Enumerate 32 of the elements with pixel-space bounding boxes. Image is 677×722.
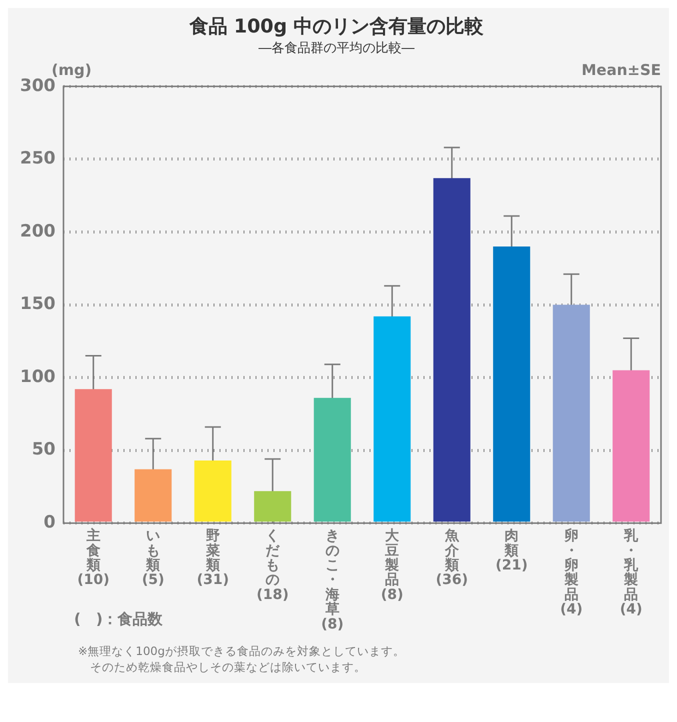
bar <box>194 460 232 522</box>
text: Mean±SE <box>581 60 661 79</box>
y-tick-label: 150 <box>20 294 56 314</box>
text: ※無理なく100gが摂取できる食品のみを対象としています。 <box>78 643 406 660</box>
x-tick-label: くだもの (18) <box>256 528 289 603</box>
y-tick-label: 200 <box>20 221 56 242</box>
text: ( )：食品数 <box>74 610 163 628</box>
x-tick-label: 乳・乳製品 (4) <box>620 528 642 618</box>
bar <box>254 491 292 522</box>
x-tick-label: いも類 (5) <box>142 528 164 588</box>
x-tick-label: 主食類 (10) <box>77 527 110 588</box>
chart-subtitle: ―各食品群の平均の比較― <box>258 40 414 56</box>
y-tick-label: 250 <box>20 148 56 169</box>
bar <box>552 304 590 522</box>
y-tick-label: 50 <box>32 440 56 460</box>
x-tick-label: きのこ・海草 (8) <box>321 528 344 632</box>
x-tick-label: 肉類 (21) <box>495 528 528 574</box>
bar <box>134 469 172 522</box>
bar <box>74 389 112 522</box>
bar <box>374 316 411 522</box>
bar <box>612 370 650 522</box>
x-tick-label: 魚介類 (36) <box>436 528 468 588</box>
bar <box>493 246 530 522</box>
text: そのため乾燥食品やしその葉などは除いています。 <box>89 659 367 676</box>
bar <box>433 178 470 522</box>
y-tick-label: 100 <box>20 366 56 387</box>
bar <box>314 398 351 522</box>
y-tick-label: 0 <box>44 512 56 533</box>
x-tick-label: 卵・卵製品 (4) <box>560 528 583 618</box>
x-tick-label: 大豆製品 (8) <box>380 528 404 603</box>
chart-title: 食品 100g 中のリン含有量の比較 <box>188 15 485 38</box>
x-tick-label: 野菜類 (31) <box>196 528 230 588</box>
